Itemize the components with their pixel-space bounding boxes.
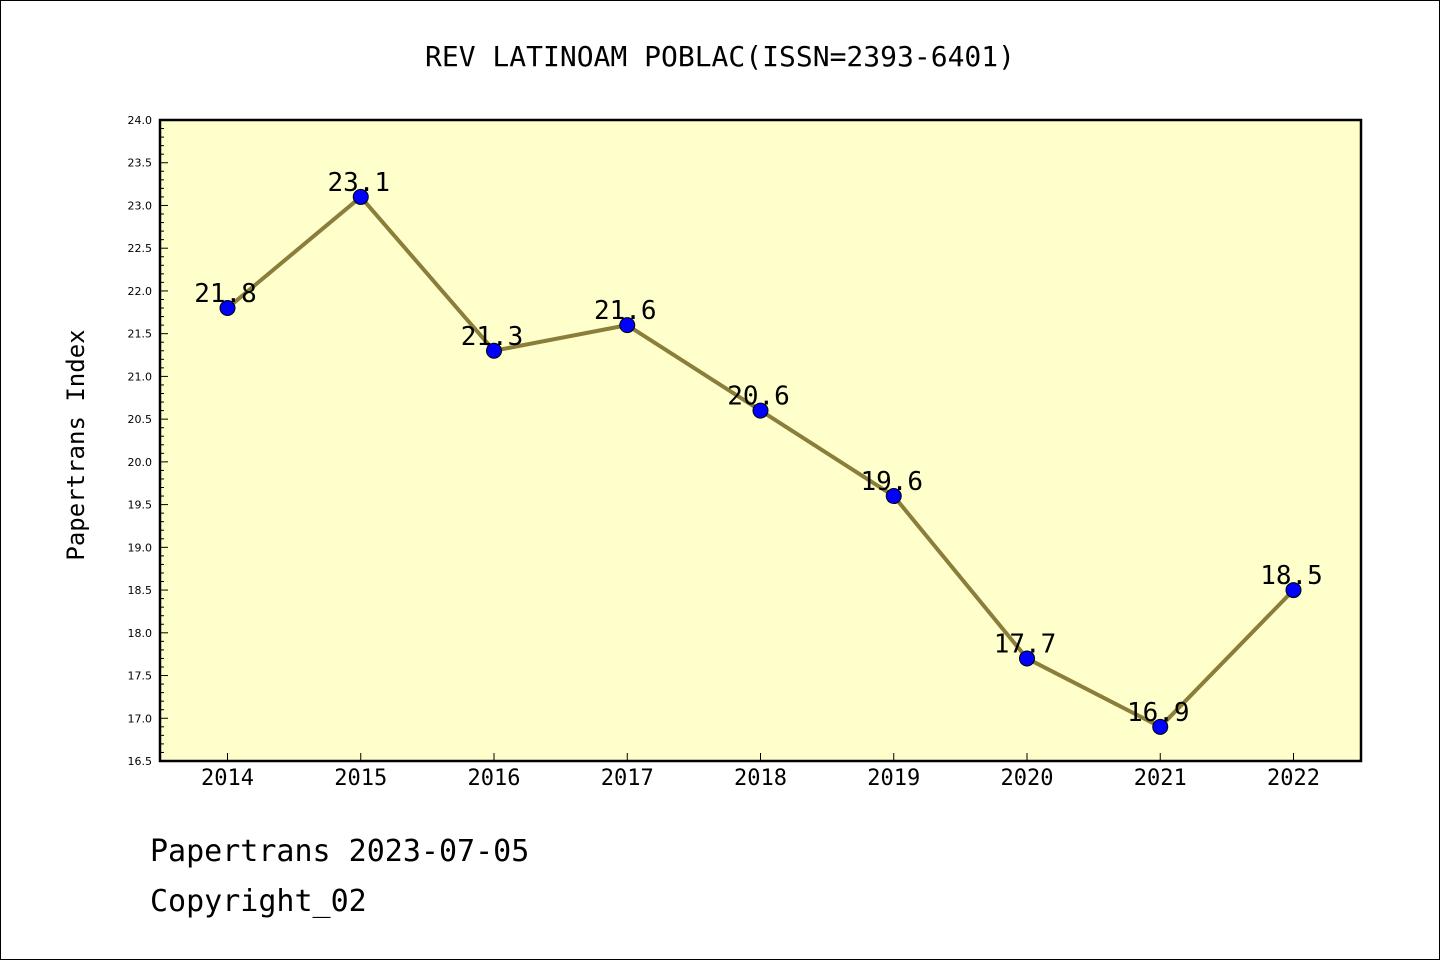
y-tick-label: 19.0	[128, 541, 153, 554]
y-tick-label: 22.0	[128, 285, 153, 298]
y-axis-ticks: 16.5 17.0 17.5 18.0 18.5 19.0 19.5 20.0 20.5 21.0…	[128, 114, 168, 768]
y-tick-label: 21.0	[128, 370, 153, 383]
y-tick-label: 22.5	[128, 242, 153, 255]
plot-area	[160, 120, 1361, 761]
y-tick-label: 20.0	[128, 456, 153, 469]
x-tick-label: 2021	[1134, 766, 1187, 791]
y-tick-label: 20.5	[128, 413, 153, 426]
y-tick-label: 19.5	[128, 499, 153, 512]
data-labels-layer: 21.8 23.1 21.3 21.6 20.6 19.6 17.7 16.9 18.5	[194, 168, 1323, 728]
data-label: 18.5	[1260, 561, 1323, 591]
data-point-marker	[219, 300, 236, 317]
x-tick-label: 2015	[334, 766, 387, 791]
data-point-marker	[1285, 582, 1302, 599]
y-tick-label: 21.5	[128, 328, 153, 341]
data-point-marker	[619, 317, 636, 334]
data-label: 21.3	[461, 322, 524, 352]
data-label: 21.6	[594, 296, 657, 326]
data-label: 21.8	[194, 279, 257, 309]
footer-copyright: Copyright_02	[150, 884, 367, 919]
data-point-marker	[885, 488, 902, 505]
chart-title: REV LATINOAM POBLAC(ISSN=2393-6401)	[425, 40, 1015, 73]
x-tick-label: 2018	[734, 766, 787, 791]
x-tick-label: 2019	[867, 766, 920, 791]
y-tick-label: 23.5	[128, 157, 153, 170]
data-label: 19.6	[860, 467, 923, 497]
y-tick-label: 16.5	[128, 755, 153, 768]
plot-border	[158, 118, 1363, 763]
data-label: 20.6	[727, 382, 790, 412]
data-point-marker	[352, 188, 369, 205]
x-tick-label: 2014	[201, 766, 254, 791]
data-point-marker	[1152, 718, 1169, 735]
x-tick-label: 2022	[1267, 766, 1320, 791]
y-tick-label: 18.0	[128, 627, 153, 640]
y-tick-label: 23.0	[128, 199, 153, 212]
data-label: 17.7	[994, 629, 1057, 659]
y-tick-label: 17.5	[128, 670, 153, 683]
data-point-marker	[486, 342, 502, 359]
y-tick-label: 18.5	[128, 584, 153, 597]
data-point-marker	[1019, 650, 1035, 667]
x-axis-ticks: 2014 2015 2016 2017 2018 2019 2020 2021 2022	[201, 753, 1320, 791]
y-tick-label: 17.0	[128, 712, 153, 725]
y-tick-label: 24.0	[128, 114, 153, 127]
x-tick-label: 2020	[1001, 766, 1054, 791]
x-tick-label: 2016	[468, 766, 521, 791]
footer-date: Papertrans 2023-07-05	[150, 834, 530, 869]
x-tick-label: 2017	[601, 766, 654, 791]
data-label: 16.9	[1127, 698, 1190, 728]
y-axis-label: Papertrans Index	[62, 329, 90, 560]
series-layer	[219, 188, 1302, 735]
data-label: 23.1	[327, 168, 390, 198]
data-point-marker	[752, 402, 769, 419]
